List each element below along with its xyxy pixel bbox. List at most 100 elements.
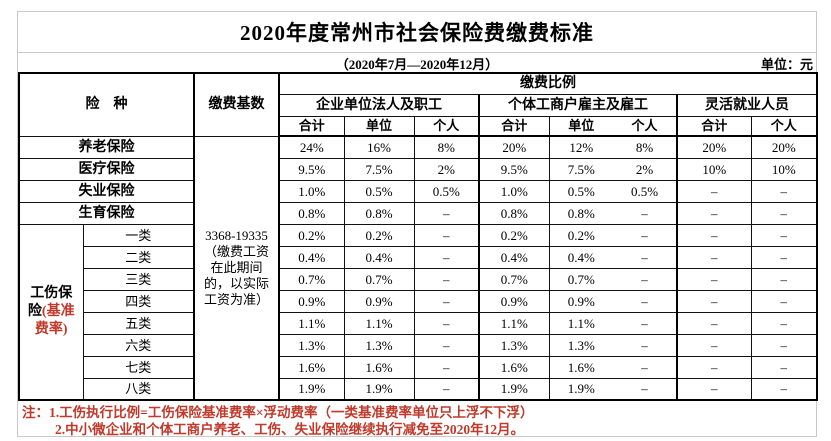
category-label: 六类 bbox=[82, 333, 195, 357]
payment-base-value: 3368-19335 （缴费工资 在此期间 的，以实际 工资为准） bbox=[193, 135, 280, 401]
category-label: 七类 bbox=[82, 355, 195, 379]
rate-cell: 0.9% bbox=[278, 289, 345, 313]
col-header-payment-ratio: 缴费比例 bbox=[278, 72, 818, 95]
subcol-flexible-total: 合计 bbox=[676, 115, 752, 137]
subcol-flexible-individual: 个人 bbox=[750, 115, 818, 137]
rate-cell: 1.3% bbox=[278, 333, 345, 357]
rate-cell: 1.9% bbox=[548, 377, 613, 401]
injury-insurance-label: 工伤保险(基准费率) bbox=[18, 223, 84, 401]
subcol-enterprise-individual: 个人 bbox=[413, 115, 480, 137]
footnote-2: 2.中小微企业和个体工商户养老、工伤、失业保险继续执行减免至2020年12月。 bbox=[55, 422, 525, 437]
rate-cell: – bbox=[676, 355, 752, 379]
rate-cell: 10% bbox=[676, 157, 752, 181]
rate-cell: – bbox=[612, 223, 678, 247]
rate-cell: – bbox=[676, 267, 752, 291]
rate-cell: – bbox=[413, 223, 480, 247]
rate-cell: – bbox=[750, 333, 818, 357]
rate-cell: – bbox=[612, 311, 678, 335]
col-header-payment-base: 缴费基数 bbox=[193, 72, 280, 137]
rate-cell: – bbox=[750, 289, 818, 313]
table-row: 生育保险 0.8% 0.8% –0.8% 0.8% – – – bbox=[18, 201, 818, 225]
rate-cell: 0.5% bbox=[548, 179, 613, 203]
subtitle-row: （2020年7月—2020年12月） 单位：元 bbox=[18, 53, 816, 72]
title-row: 2020年度常州市社会保险费缴费标准 bbox=[18, 12, 816, 53]
rate-cell: – bbox=[413, 355, 480, 379]
group-header-enterprise: 企业单位法人及职工 bbox=[278, 93, 480, 117]
row-label: 医疗保险 bbox=[18, 157, 195, 181]
table-row: 工伤保险(基准费率) 一类 0.2% 0.2% –0.2% 0.2% – – – bbox=[18, 223, 818, 401]
footnote-1: 注：1.工伤执行比例=工伤保险基准费率×浮动费率（一类基准费率单位只上浮不下浮） bbox=[22, 405, 534, 420]
rate-cell: 2% bbox=[413, 157, 480, 181]
rate-cell: 1.0% bbox=[478, 179, 550, 203]
injury-label-wrap: 工伤保险(基准费率) bbox=[26, 285, 76, 339]
rate-cell: 9.5% bbox=[278, 157, 345, 181]
category-label: 二类 bbox=[82, 245, 195, 269]
rate-cell: 1.3% bbox=[478, 333, 550, 357]
rate-cell: – bbox=[413, 289, 480, 313]
rate-cell: 0.7% bbox=[343, 267, 415, 291]
subcol-enterprise-total: 合计 bbox=[278, 115, 345, 137]
category-label: 一类 bbox=[82, 223, 195, 247]
rate-cell: 1.6% bbox=[343, 355, 415, 379]
rate-cell: 1.1% bbox=[548, 311, 613, 335]
rate-cell: 1.6% bbox=[278, 355, 345, 379]
rate-cell: 0.8% bbox=[478, 201, 550, 225]
rate-cell: – bbox=[750, 267, 818, 291]
table-row: 失业保险 1.0% 0.5% 0.5% 1.0% 0.5% 0.5% – – bbox=[18, 179, 818, 203]
rate-cell: 1.1% bbox=[478, 311, 550, 335]
rate-cell: 20% bbox=[478, 135, 550, 159]
rate-cell: 0.8% bbox=[278, 201, 345, 225]
rate-cell: 1.3% bbox=[548, 333, 613, 357]
rate-cell: 1.1% bbox=[343, 311, 415, 335]
rate-cell: 0.5% bbox=[612, 179, 678, 203]
injury-label-black: 工伤保险 bbox=[27, 285, 73, 319]
rate-cell: – bbox=[676, 201, 752, 225]
rate-cell: – bbox=[676, 245, 752, 269]
category-label: 四类 bbox=[82, 289, 195, 313]
subcol-business-employer: 单位 bbox=[548, 115, 613, 137]
rate-cell: – bbox=[413, 311, 480, 335]
rate-cell: – bbox=[676, 179, 752, 203]
injury-label-red: (基准费率) bbox=[34, 303, 75, 337]
table-header: 险 种 缴费基数 缴费比例 企业单位法人及职工 个体工商户雇主及雇工 灵活就业人… bbox=[18, 72, 818, 137]
rate-cell: – bbox=[612, 355, 678, 379]
rate-cell: 0.7% bbox=[478, 267, 550, 291]
rate-cell: – bbox=[750, 223, 818, 247]
rate-cell: – bbox=[750, 311, 818, 335]
unit-label: 单位：元 bbox=[760, 57, 813, 72]
rate-cell: – bbox=[413, 201, 480, 225]
rate-cell: 1.9% bbox=[278, 377, 345, 401]
rate-cell: 0.9% bbox=[548, 289, 613, 313]
row-label: 失业保险 bbox=[18, 179, 195, 203]
rate-cell: – bbox=[750, 355, 818, 379]
rate-cell: 0.4% bbox=[343, 245, 415, 269]
header-row-3: 合计 单位 个人 合计 单位 个人 合计 个人 bbox=[19, 115, 818, 137]
rate-cell: – bbox=[676, 223, 752, 247]
row-label: 养老保险 bbox=[18, 135, 195, 159]
rate-cell: 0.4% bbox=[478, 245, 550, 269]
table-row: 三类 0.7% 0.7% –0.7% 0.7% – – – bbox=[19, 267, 818, 291]
rate-cell: – bbox=[676, 377, 752, 401]
group-header-flexible-employment: 灵活就业人员 bbox=[676, 93, 818, 117]
rate-cell: – bbox=[413, 267, 480, 291]
rate-cell: 20% bbox=[750, 135, 818, 159]
rate-cell: 0.4% bbox=[278, 245, 345, 269]
rate-cell: – bbox=[750, 201, 818, 225]
rate-cell: – bbox=[676, 333, 752, 357]
rate-cell: 0.5% bbox=[413, 179, 480, 203]
rate-cell: 1.0% bbox=[278, 179, 345, 203]
table-row: 养老保险 3368-19335 （缴费工资 在此期间 的，以实际 工资为准） 24%… bbox=[18, 135, 818, 401]
rates-table-body: 养老保险 3368-19335 （缴费工资 在此期间 的，以实际 工资为准） 24%… bbox=[18, 135, 818, 401]
rate-cell: 0.8% bbox=[343, 201, 415, 225]
rate-cell: – bbox=[676, 311, 752, 335]
rate-cell: – bbox=[612, 289, 678, 313]
insurance-rates-table: 险 种 缴费基数 缴费比例 企业单位法人及职工 个体工商户雇主及雇工 灵活就业人… bbox=[18, 72, 818, 401]
rate-cell: – bbox=[750, 377, 818, 401]
rate-cell: 1.6% bbox=[548, 355, 613, 379]
rate-cell: 2% bbox=[612, 157, 678, 181]
table-row: 八类 1.9% 1.9% –1.9% 1.9% – – – bbox=[19, 377, 818, 401]
rate-cell: 0.2% bbox=[343, 223, 415, 247]
table-row: 医疗保险 9.5% 7.5% 2% 9.5% 7.5% 2% 10% 10% bbox=[18, 157, 818, 181]
category-label: 八类 bbox=[82, 377, 195, 401]
document-page: 2020年度常州市社会保险费缴费标准 （2020年7月—2020年12月） 单位… bbox=[17, 11, 818, 437]
